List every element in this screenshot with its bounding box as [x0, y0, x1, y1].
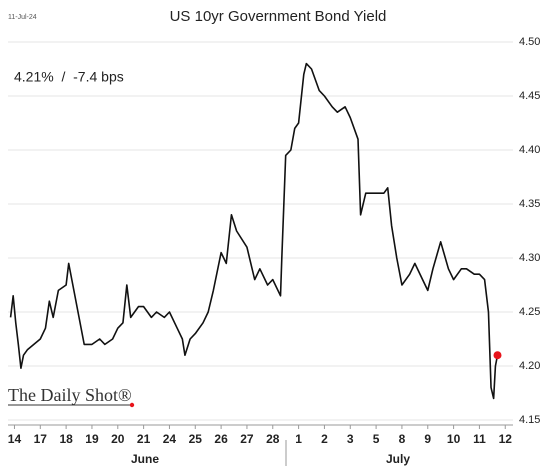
x-tick-label: 8	[399, 432, 406, 446]
y-tick-label: 4.40	[519, 144, 540, 156]
brand: The Daily Shot®	[8, 385, 132, 405]
x-tick-label: 3	[347, 432, 354, 446]
x-tick-label: 27	[240, 432, 254, 446]
x-tick-label: 17	[34, 432, 48, 446]
y-tick-label: 4.25	[519, 306, 540, 318]
last-point	[493, 351, 502, 360]
y-tick-label: 4.35	[519, 198, 540, 210]
x-tick-label: 18	[59, 432, 73, 446]
annotation: 4.21% / -7.4 bps	[14, 69, 124, 85]
x-tick-label: 24	[163, 432, 177, 446]
x-tick-label: 10	[447, 432, 461, 446]
x-tick-label: 28	[266, 432, 280, 446]
x-tick-label: 14	[8, 432, 22, 446]
y-tick-label: 4.30	[519, 252, 540, 264]
x-tick-label: 5	[373, 432, 380, 446]
y-tick-label: 4.20	[519, 360, 540, 372]
x-tick-label: 19	[85, 432, 99, 446]
y-tick-label: 4.15	[519, 414, 540, 426]
brand-dot	[129, 402, 135, 408]
x-tick-label: 2	[321, 432, 328, 446]
x-tick-label: 11	[473, 432, 486, 446]
date-label: 11-Jul-24	[8, 14, 37, 21]
x-tick-label: 20	[111, 432, 125, 446]
x-tick-label: 25	[189, 432, 203, 446]
x-tick-label: 1	[295, 432, 302, 446]
y-tick-label: 4.45	[519, 90, 540, 102]
x-tick-label: 21	[137, 432, 151, 446]
line-series	[9, 62, 499, 400]
x-tick-label: 26	[214, 432, 228, 446]
month-label: July	[386, 452, 410, 466]
month-label: June	[131, 452, 159, 466]
x-tick-label: 12	[499, 432, 513, 446]
x-tick-label: 9	[424, 432, 431, 446]
y-tick-label: 4.50	[519, 36, 540, 48]
chart-title: US 10yr Government Bond Yield	[170, 8, 387, 25]
